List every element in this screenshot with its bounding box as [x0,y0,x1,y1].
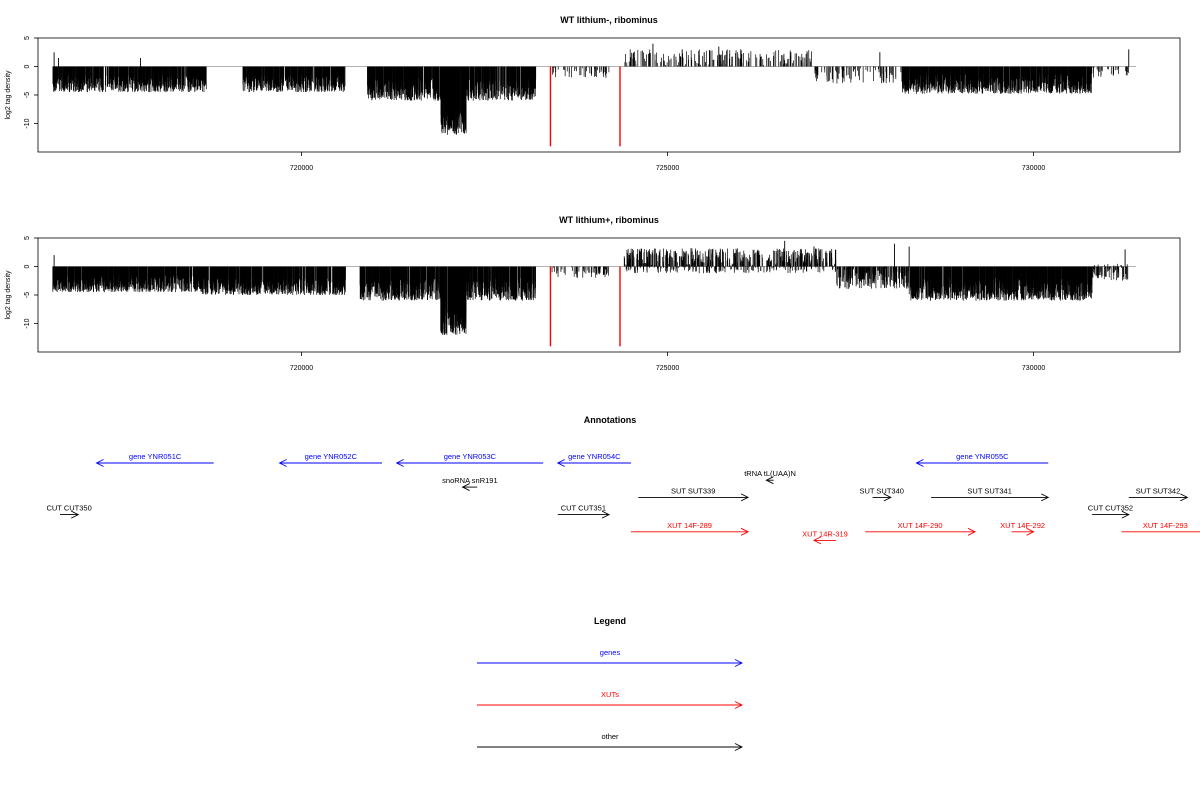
x-tick-label: 720000 [290,165,313,172]
x-tick-label: 730000 [1022,165,1045,172]
track-panel-lithium-plus: WT lithium+, ribominus log2 tag density 5 0… [5,215,1181,372]
y-axis-label: log2 tag density [5,70,12,120]
x-tick-label: 720000 [290,365,313,372]
y-tick-label: -5 [24,292,31,298]
chart-title: WT lithium+, ribominus [559,215,659,225]
x-tick-label: 725000 [656,365,679,372]
y-axis-label: log2 tag density [5,270,12,320]
y-tick-label: 5 [24,236,31,240]
chart-title: WT lithium-, ribominus [560,15,658,25]
track-panel-lithium-minus: WT lithium-, ribominus log2 tag density 5 0… [5,15,1181,172]
y-tick-label: -10 [24,318,31,328]
y-tick-label: -5 [24,92,31,98]
x-tick-label: 730000 [1022,365,1045,372]
y-tick-label: 0 [24,264,31,268]
plot-frame [37,37,1181,153]
y-tick-label: -10 [24,118,31,128]
y-tick-label: 0 [24,64,31,68]
x-tick-label: 725000 [656,165,679,172]
y-tick-label: 5 [24,36,31,40]
